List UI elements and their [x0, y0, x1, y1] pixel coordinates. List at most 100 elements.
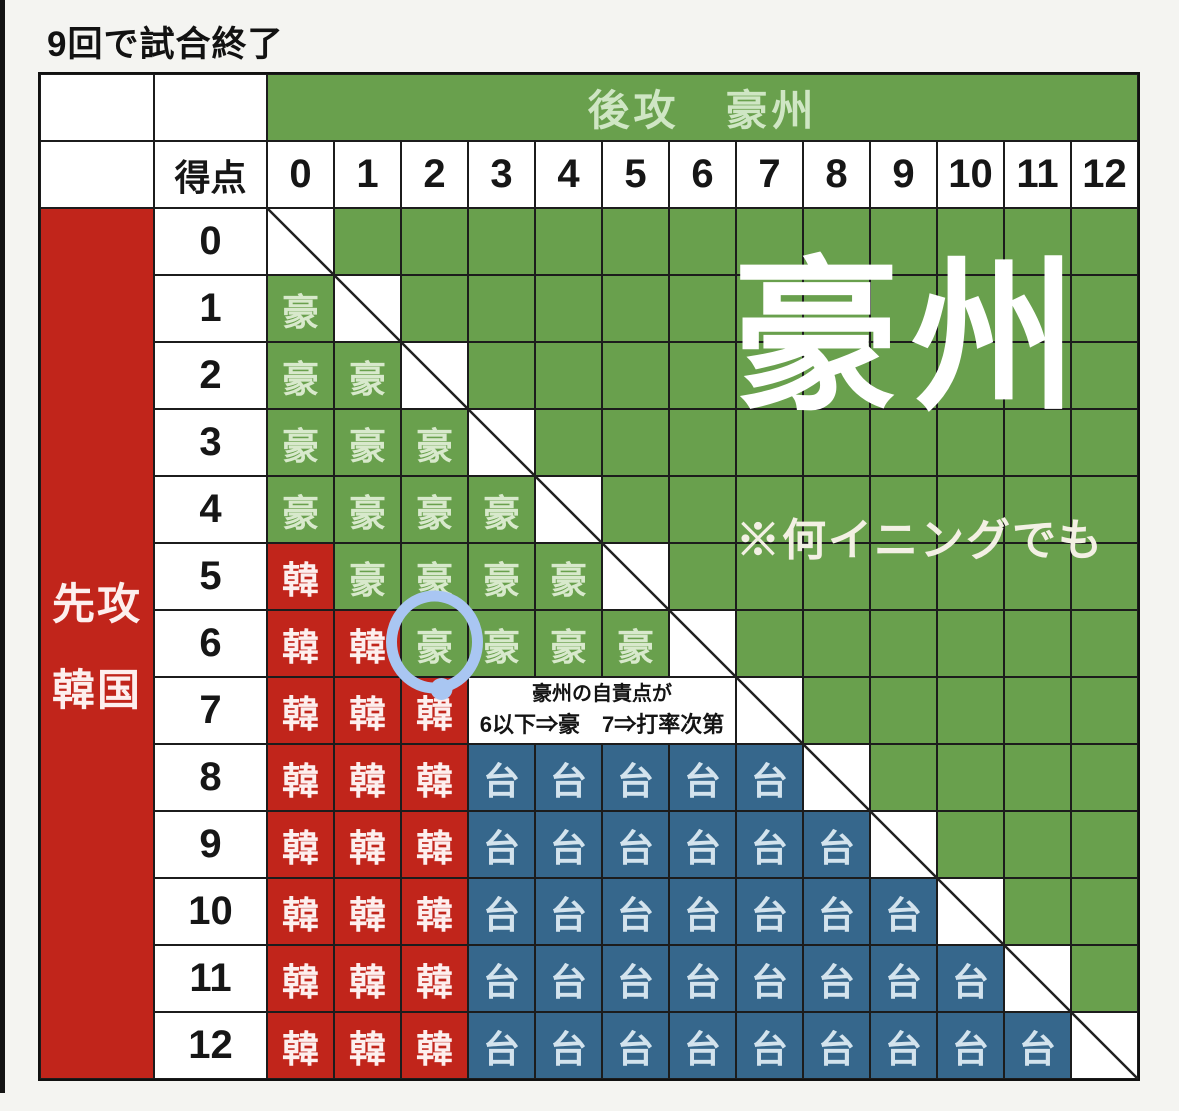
matrix-cell-r6-c1: 韓	[334, 610, 401, 677]
matrix-cell-r10-c3: 台	[468, 878, 535, 945]
blank-cell	[40, 141, 154, 208]
matrix-cell-r12-c11: 台	[1004, 1012, 1071, 1079]
matrix-cell-r12-c0: 韓	[267, 1012, 334, 1079]
matrix-cell-r9-c8: 台	[803, 811, 870, 878]
matrix-cell-r10-c11	[1004, 878, 1071, 945]
matrix-cell-r9-c0: 韓	[267, 811, 334, 878]
matrix-cell-r6-c8	[803, 610, 870, 677]
col-header-10: 10	[937, 141, 1004, 208]
matrix-cell-r11-c1: 韓	[334, 945, 401, 1012]
col-header-2: 2	[401, 141, 468, 208]
matrix-cell-r0-c2	[401, 208, 468, 275]
score-header: 得点	[154, 141, 267, 208]
matrix-cell-r5-c1: 豪	[334, 543, 401, 610]
matrix-cell-r8-c11	[1004, 744, 1071, 811]
row-header-11: 11	[154, 945, 267, 1012]
row-header-10: 10	[154, 878, 267, 945]
matrix-cell-r2-c3	[468, 342, 535, 409]
matrix-cell-r5-c2: 豪	[401, 543, 468, 610]
matrix-cell-r10-c4: 台	[535, 878, 602, 945]
matrix-cell-r8-c9	[870, 744, 937, 811]
matrix-cell-r11-c0: 韓	[267, 945, 334, 1012]
matrix-cell-r11-c5: 台	[602, 945, 669, 1012]
matrix-cell-r1-c4	[535, 275, 602, 342]
note-line2: 6以下⇒豪 7⇒打率次第	[479, 712, 725, 738]
column-group-header-australia: 後攻 豪州	[267, 74, 1138, 141]
matrix-cell-r4-c1: 豪	[334, 476, 401, 543]
row-header-2: 2	[154, 342, 267, 409]
col-header-5: 5	[602, 141, 669, 208]
col-header-8: 8	[803, 141, 870, 208]
row-header-12: 12	[154, 1012, 267, 1079]
outcome-matrix-table: 後攻 豪州 得点 先攻 韓国 0 1 2 3 4 5 6 7 8 9 10 11 12 0 1 2 3 4 5 6 7 8…	[38, 72, 1140, 1081]
matrix-cell-r9-c11	[1004, 811, 1071, 878]
matrix-cell-r10-c5: 台	[602, 878, 669, 945]
matrix-cell-r6-c5: 豪	[602, 610, 669, 677]
matrix-cell-r11-c2: 韓	[401, 945, 468, 1012]
matrix-cell-r9-c10	[937, 811, 1004, 878]
matrix-cell-r3-c2: 豪	[401, 409, 468, 476]
matrix-cell-r11-c11	[1004, 945, 1071, 1012]
matrix-cell-r11-c7: 台	[736, 945, 803, 1012]
note-cell: 豪州の自責点が 6以下⇒豪 7⇒打率次第	[468, 677, 736, 744]
matrix-cell-r6-c2: 豪	[401, 610, 468, 677]
australia-big-label: 豪州	[733, 246, 1089, 431]
matrix-cell-r12-c2: 韓	[401, 1012, 468, 1079]
matrix-cell-r3-c1: 豪	[334, 409, 401, 476]
matrix-cell-r4-c3: 豪	[468, 476, 535, 543]
matrix-cell-r7-c0: 韓	[267, 677, 334, 744]
matrix-cell-r4-c5	[602, 476, 669, 543]
any-inning-note: ※何イニングでも	[736, 516, 1104, 565]
matrix-cell-r10-c6: 台	[669, 878, 736, 945]
matrix-cell-r11-c9: 台	[870, 945, 937, 1012]
matrix-cell-r11-c4: 台	[535, 945, 602, 1012]
matrix-cell-r12-c5: 台	[602, 1012, 669, 1079]
matrix-cell-r8-c5: 台	[602, 744, 669, 811]
matrix-cell-r5-c3: 豪	[468, 543, 535, 610]
row-header-9: 9	[154, 811, 267, 878]
matrix-cell-r5-c0: 韓	[267, 543, 334, 610]
matrix-cell-r11-c12	[1071, 945, 1138, 1012]
matrix-cell-r10-c10	[937, 878, 1004, 945]
matrix-cell-r8-c6: 台	[669, 744, 736, 811]
blank-corner-cell	[154, 74, 267, 141]
matrix-cell-r12-c3: 台	[468, 1012, 535, 1079]
matrix-cell-r0-c0	[267, 208, 334, 275]
matrix-cell-r7-c1: 韓	[334, 677, 401, 744]
matrix-cell-r7-c8	[803, 677, 870, 744]
matrix-cell-r10-c9: 台	[870, 878, 937, 945]
matrix-cell-r7-c9	[870, 677, 937, 744]
matrix-cell-r10-c8: 台	[803, 878, 870, 945]
col-header-0: 0	[267, 141, 334, 208]
matrix-cell-r8-c0: 韓	[267, 744, 334, 811]
matrix-cell-r2-c1: 豪	[334, 342, 401, 409]
matrix-cell-r1-c6	[669, 275, 736, 342]
matrix-cell-r12-c6: 台	[669, 1012, 736, 1079]
matrix-cell-r1-c3	[468, 275, 535, 342]
matrix-cell-r11-c10: 台	[937, 945, 1004, 1012]
matrix-cell-r12-c12	[1071, 1012, 1138, 1079]
matrix-cell-r8-c8	[803, 744, 870, 811]
matrix-cell-r5-c5	[602, 543, 669, 610]
matrix-cell-r2-c4	[535, 342, 602, 409]
matrix-cell-r1-c5	[602, 275, 669, 342]
matrix-cell-r8-c10	[937, 744, 1004, 811]
matrix-cell-r8-c3: 台	[468, 744, 535, 811]
matrix-cell-r5-c6	[669, 543, 736, 610]
matrix-cell-r12-c9: 台	[870, 1012, 937, 1079]
matrix-cell-r10-c0: 韓	[267, 878, 334, 945]
matrix-cell-r3-c3	[468, 409, 535, 476]
matrix-cell-r0-c1	[334, 208, 401, 275]
matrix-cell-r7-c12	[1071, 677, 1138, 744]
col-header-1: 1	[334, 141, 401, 208]
row-header-0: 0	[154, 208, 267, 275]
matrix-cell-r8-c2: 韓	[401, 744, 468, 811]
matrix-cell-r9-c5: 台	[602, 811, 669, 878]
matrix-cell-r4-c6	[669, 476, 736, 543]
matrix-cell-r6-c4: 豪	[535, 610, 602, 677]
matrix-cell-r10-c1: 韓	[334, 878, 401, 945]
row-header-7: 7	[154, 677, 267, 744]
matrix-cell-r9-c1: 韓	[334, 811, 401, 878]
matrix-cell-r10-c12	[1071, 878, 1138, 945]
matrix-cell-r11-c3: 台	[468, 945, 535, 1012]
